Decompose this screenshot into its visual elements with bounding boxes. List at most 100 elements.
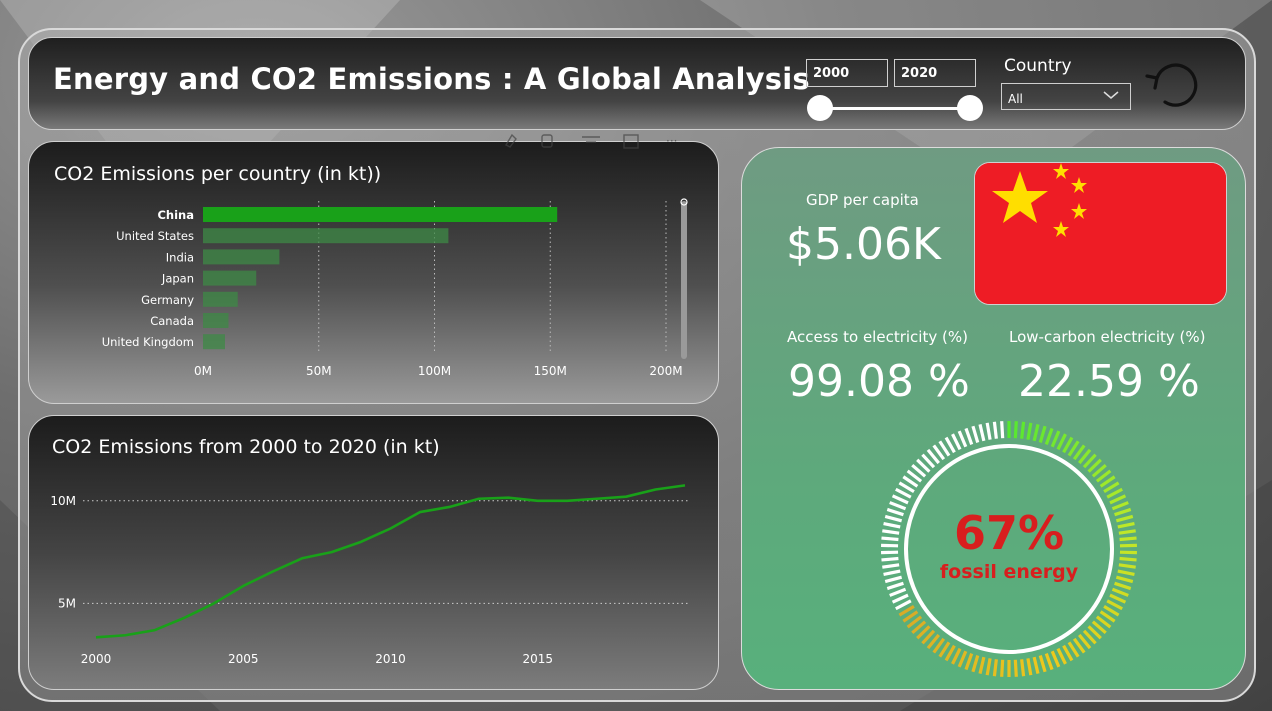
gauge-tick bbox=[992, 421, 998, 439]
gauge-tick bbox=[1087, 625, 1102, 640]
bar bbox=[203, 291, 238, 307]
gauge-tick bbox=[1032, 423, 1040, 442]
visual-toolbar: ··· bbox=[505, 133, 677, 149]
gauge-tick bbox=[985, 658, 992, 676]
gauge-tick bbox=[1095, 469, 1112, 483]
gauge-inner-ring bbox=[904, 444, 1114, 654]
gauge-tick bbox=[1091, 463, 1107, 478]
gauge-tick bbox=[1106, 487, 1123, 499]
gauge-tick bbox=[895, 487, 912, 499]
gauge-tick bbox=[882, 529, 900, 535]
fossil-percent: 67% bbox=[953, 506, 1065, 560]
gauge-tick bbox=[1118, 529, 1136, 535]
gauge-tick bbox=[889, 587, 907, 597]
y-tick-label: 10M bbox=[50, 494, 76, 508]
gauge-tick bbox=[938, 440, 951, 457]
bar bbox=[203, 313, 229, 328]
gauge-tick bbox=[916, 625, 931, 640]
gauge-tick bbox=[957, 430, 968, 448]
gauge-tick bbox=[891, 593, 909, 604]
page-title: Energy and CO2 Emissions : A Global Anal… bbox=[53, 62, 810, 96]
x-tick-label: 50M bbox=[306, 364, 332, 378]
gauge-tick bbox=[1044, 427, 1054, 445]
gauge-tick bbox=[978, 656, 986, 675]
gauge-tick bbox=[1115, 575, 1134, 584]
gauge-tick bbox=[1095, 615, 1112, 629]
gauge-tick bbox=[1103, 604, 1120, 617]
gauge-tick bbox=[971, 655, 980, 673]
x-tick-label: 2000 bbox=[81, 652, 112, 666]
gauge-tick bbox=[1082, 629, 1097, 645]
country-selected-value: All bbox=[1008, 92, 1023, 106]
year-slider-end-handle[interactable] bbox=[957, 95, 983, 121]
line-chart: 5M 10M 2000 2005 2010 2015 bbox=[50, 484, 688, 666]
gauge-tick bbox=[1111, 587, 1129, 597]
year-slider-track[interactable] bbox=[820, 107, 970, 110]
line-chart-panel bbox=[28, 415, 719, 690]
year-slider-start-handle[interactable] bbox=[807, 95, 833, 121]
bar bbox=[203, 270, 257, 286]
gauge-tick bbox=[1026, 658, 1033, 676]
gauge-tick bbox=[1062, 644, 1074, 662]
x-tick-label: 150M bbox=[534, 364, 567, 378]
gauge-tick bbox=[884, 514, 903, 523]
gauge-tick bbox=[1114, 507, 1132, 517]
gdp-label: GDP per capita bbox=[806, 191, 919, 209]
start-year-input[interactable]: 2000 bbox=[806, 59, 888, 87]
gauge-tick bbox=[1115, 514, 1134, 523]
gauge-tick bbox=[891, 494, 909, 505]
gauge-tick bbox=[1050, 650, 1061, 668]
gauge-tick bbox=[1000, 421, 1005, 439]
gauge-tick bbox=[1067, 440, 1080, 457]
gauge-tick bbox=[1119, 536, 1137, 542]
gauge-tick bbox=[884, 575, 903, 584]
line-chart-title: CO2 Emissions from 2000 to 2020 (in kt) bbox=[52, 436, 440, 458]
access-electricity-label: Access to electricity (%) bbox=[787, 328, 968, 346]
gauge-tick bbox=[886, 581, 904, 591]
country-dropdown[interactable]: All bbox=[1001, 83, 1131, 110]
gauge-tick bbox=[992, 659, 998, 677]
x-tick-label: 2015 bbox=[522, 652, 553, 666]
end-year-input[interactable]: 2020 bbox=[894, 59, 976, 87]
gauge-tick bbox=[883, 569, 901, 576]
gauge-tick bbox=[1067, 641, 1080, 658]
gauge-tick bbox=[938, 641, 951, 658]
reset-filters-icon[interactable] bbox=[1143, 62, 1201, 108]
gauge-tick bbox=[932, 637, 946, 654]
gauge-tick bbox=[921, 453, 936, 469]
category-label: United Kingdom bbox=[102, 335, 194, 349]
gauge-tick bbox=[1111, 501, 1129, 511]
gauge-tick bbox=[906, 615, 923, 629]
gauge-tick bbox=[1117, 522, 1135, 529]
gauge-tick bbox=[932, 444, 946, 461]
copy-icon[interactable] bbox=[541, 134, 553, 148]
gauge-tick bbox=[1114, 581, 1132, 591]
gauge-tick bbox=[1119, 556, 1137, 562]
gauge-tick bbox=[1062, 436, 1074, 454]
china-flag-icon bbox=[975, 163, 1226, 304]
gauge-tick bbox=[1072, 444, 1086, 461]
gauge-tick bbox=[1032, 656, 1040, 675]
focus-mode-icon[interactable] bbox=[623, 134, 639, 149]
gauge-tick bbox=[1056, 647, 1067, 665]
more-options-icon[interactable]: ··· bbox=[666, 134, 677, 148]
gauge-tick bbox=[898, 604, 915, 617]
gauge-tick bbox=[971, 425, 980, 443]
gauge-tick bbox=[1020, 421, 1026, 439]
gauge-tick bbox=[985, 422, 992, 440]
pin-icon[interactable] bbox=[505, 133, 517, 148]
category-label: China bbox=[157, 208, 194, 222]
gauge-tick bbox=[889, 501, 907, 511]
gauge-tick bbox=[1109, 593, 1127, 604]
gauge-tick bbox=[881, 556, 899, 562]
gauge-tick bbox=[916, 458, 931, 473]
gauge-tick bbox=[1078, 633, 1092, 650]
gauge-tick bbox=[1056, 433, 1067, 451]
access-electricity-value: 99.08 % bbox=[788, 356, 970, 407]
gauge-tick bbox=[1013, 659, 1018, 677]
category-label: United States bbox=[116, 229, 194, 243]
x-tick-label: 2005 bbox=[228, 652, 259, 666]
x-tick-label: 200M bbox=[649, 364, 682, 378]
gauge-tick bbox=[1038, 655, 1047, 673]
gauge-tick bbox=[978, 423, 986, 442]
